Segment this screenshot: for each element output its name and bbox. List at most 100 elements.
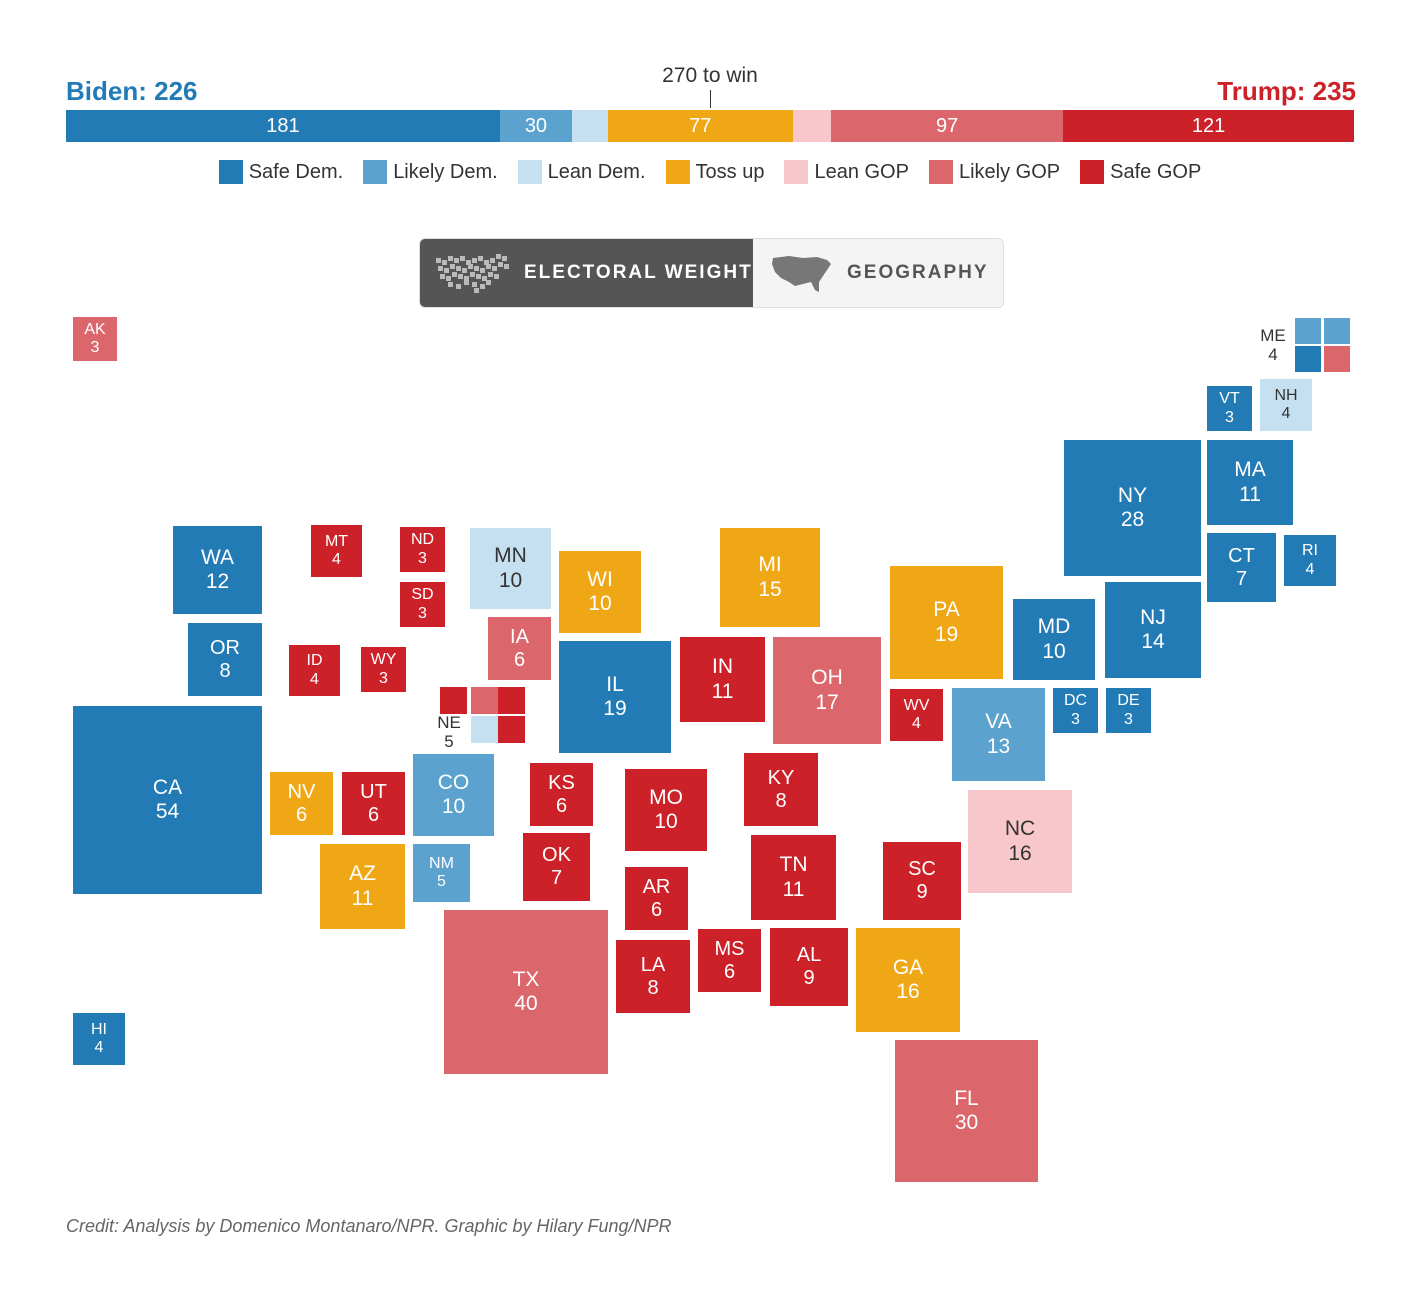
state-tile-tx[interactable]: TX 40: [444, 910, 608, 1074]
state-tile-ct[interactable]: CT 7: [1207, 533, 1276, 602]
state-abbr: AR: [642, 875, 671, 898]
legend: Safe Dem. Likely Dem. Lean Dem. Toss up Lean…: [0, 160, 1420, 184]
state-votes: 13: [986, 734, 1011, 758]
legend-swatch: [928, 160, 953, 184]
state-abbr: AZ: [349, 862, 376, 886]
state-abbr: KY: [767, 766, 795, 789]
state-abbr: MA: [1234, 458, 1266, 482]
state-tile-ut[interactable]: UT 6: [342, 772, 405, 835]
state-tile-hi[interactable]: HI 4: [73, 1013, 125, 1065]
state-tile-wi[interactable]: WI 10: [559, 551, 641, 633]
view-toggle: ELECTORAL WEIGHT GEOGRAPHY: [419, 238, 1004, 308]
bar-segment-lean-dem: [571, 110, 608, 142]
state-tile-nd[interactable]: ND 3: [400, 527, 445, 572]
state-tile-mo[interactable]: MO 10: [625, 769, 707, 851]
state-abbr: MD: [1037, 615, 1071, 639]
state-tile-ms[interactable]: MS 6: [698, 929, 761, 992]
state-votes: 4: [332, 551, 341, 568]
legend-label: Likely Dem.: [393, 160, 498, 183]
state-tile-ny[interactable]: NY 28: [1064, 440, 1201, 576]
state-tile-nc[interactable]: NC 16: [968, 790, 1072, 893]
bar-segment-likely-dem: 30: [499, 110, 572, 142]
state-tile-sc[interactable]: SC 9: [883, 842, 961, 920]
state-tile-ks[interactable]: KS 6: [530, 763, 593, 826]
state-tile-co[interactable]: CO 10: [413, 754, 494, 836]
state-votes: 7: [550, 867, 563, 889]
state-tile-nm[interactable]: NM 5: [413, 844, 470, 902]
state-tile-me-district[interactable]: [1295, 318, 1321, 344]
state-votes: 3: [90, 339, 100, 356]
state-abbr: AK: [84, 320, 106, 338]
state-tile-wy[interactable]: WY 3: [361, 647, 406, 692]
state-tile-va[interactable]: VA 13: [952, 688, 1045, 781]
state-abbr: MS: [714, 937, 745, 960]
state-abbr: NH: [1274, 386, 1298, 404]
state-votes: 6: [555, 794, 568, 817]
legend-item-likely-dem: Likely Dem.: [363, 160, 498, 184]
state-votes: 4: [912, 715, 921, 732]
state-tile-ia[interactable]: IA 6: [488, 617, 551, 680]
state-abbr: VA: [985, 710, 1012, 734]
state-votes: 9: [916, 881, 928, 903]
legend-item-safe-dem: Safe Dem.: [218, 160, 343, 184]
bar-segment-toss-up: 77: [607, 110, 793, 142]
state-votes: 6: [295, 803, 308, 826]
legend-label: Likely GOP: [958, 160, 1061, 183]
state-abbr: SD: [411, 586, 434, 604]
state-tile-pa[interactable]: PA 19: [890, 566, 1003, 679]
state-tile-wa[interactable]: WA 12: [173, 526, 262, 614]
state-tile-nj[interactable]: NJ 14: [1105, 582, 1201, 678]
state-tile-ok[interactable]: OK 7: [523, 833, 590, 901]
state-tile-ma[interactable]: MA 11: [1207, 440, 1293, 525]
state-tile-al[interactable]: AL 9: [770, 928, 848, 1006]
state-tile-me-district[interactable]: [1295, 346, 1321, 372]
state-tile-me-district[interactable]: [1324, 346, 1350, 372]
state-tile-az[interactable]: AZ 11: [320, 844, 405, 929]
state-tile-la[interactable]: LA 8: [616, 940, 690, 1013]
state-tile-ne-district[interactable]: [440, 687, 467, 714]
state-votes: 40: [514, 992, 538, 1015]
state-tile-de[interactable]: DE 3: [1106, 688, 1151, 733]
state-tile-fl[interactable]: FL 30: [895, 1040, 1038, 1182]
state-tile-mt[interactable]: MT 4: [311, 525, 362, 577]
state-tile-or[interactable]: OR 8: [188, 623, 262, 696]
state-tile-dc[interactable]: DC 3: [1053, 688, 1098, 733]
state-tile-ca[interactable]: CA 54: [73, 706, 262, 894]
electoral-weight-button[interactable]: ELECTORAL WEIGHT: [420, 239, 753, 307]
state-tile-me-district[interactable]: [1324, 318, 1350, 344]
legend-item-lean-gop: Lean GOP: [784, 160, 909, 184]
state-votes: 3: [1124, 710, 1133, 728]
legend-label: Toss up: [695, 160, 765, 183]
state-tile-ak[interactable]: AK 3: [73, 317, 117, 361]
state-tile-ky[interactable]: KY 8: [744, 753, 818, 826]
state-label-me: ME 4: [1252, 326, 1294, 364]
state-tile-oh[interactable]: OH 17: [773, 637, 881, 744]
state-tile-md[interactable]: MD 10: [1013, 599, 1095, 680]
state-tile-nv[interactable]: NV 6: [270, 772, 333, 835]
state-tile-mn[interactable]: MN 10: [470, 528, 551, 609]
state-votes: 7: [1235, 567, 1248, 590]
state-tile-mi[interactable]: MI 15: [720, 528, 820, 627]
state-tile-ne-district[interactable]: [498, 687, 525, 714]
state-tile-ri[interactable]: RI 4: [1284, 535, 1336, 586]
state-tile-in[interactable]: IN 11: [680, 637, 765, 722]
state-abbr: TN: [779, 853, 808, 877]
state-tile-nh[interactable]: NH 4: [1260, 379, 1312, 431]
state-tile-id[interactable]: ID 4: [289, 645, 340, 696]
state-tile-ne-district[interactable]: [498, 716, 525, 743]
geography-button[interactable]: GEOGRAPHY: [753, 239, 1003, 307]
state-tile-vt[interactable]: VT 3: [1207, 386, 1252, 431]
state-tile-ar[interactable]: AR 6: [625, 867, 688, 930]
state-tile-il[interactable]: IL 19: [559, 641, 671, 753]
state-abbr: ND: [410, 531, 435, 549]
state-tile-sd[interactable]: SD 3: [400, 582, 445, 627]
legend-label: Lean Dem.: [547, 160, 646, 183]
state-tile-ne-district[interactable]: [471, 687, 498, 714]
state-tile-ga[interactable]: GA 16: [856, 928, 960, 1032]
state-abbr: SC: [908, 858, 936, 880]
state-votes: 10: [498, 568, 523, 592]
state-tile-wv[interactable]: WV 4: [890, 689, 943, 741]
state-tile-tn[interactable]: TN 11: [751, 835, 836, 920]
state-tile-ne-district[interactable]: [471, 716, 498, 743]
state-votes: 19: [934, 622, 959, 646]
